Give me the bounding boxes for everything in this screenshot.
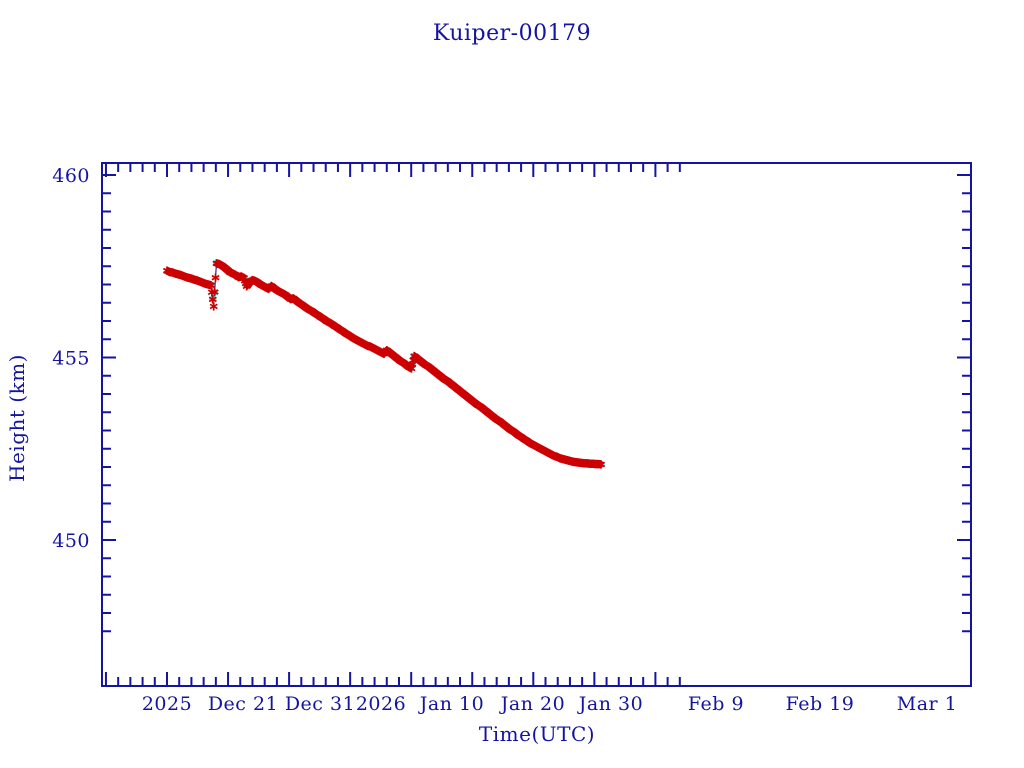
data-point-primary xyxy=(208,295,217,304)
series-primary-markers xyxy=(162,259,606,469)
x-axis-title: Time(UTC) xyxy=(479,722,595,746)
y-tick-label: 455 xyxy=(52,348,90,370)
y-tick-label: 460 xyxy=(52,165,90,187)
y-axis-title: Height (km) xyxy=(5,354,29,482)
x-tick-label: Dec 21 xyxy=(208,693,278,715)
series-polyline xyxy=(166,262,602,465)
data-point-primary xyxy=(206,281,216,290)
y-tick-label: 450 xyxy=(52,530,90,552)
x-tick-label: Jan 20 xyxy=(499,693,565,715)
x-tick-label: Feb 19 xyxy=(786,693,855,715)
data-point-primary xyxy=(210,287,219,297)
data-point-primary xyxy=(596,460,606,469)
x-tick-label: Jan 30 xyxy=(577,693,643,715)
data-point-primary xyxy=(209,302,218,311)
x-tick-label: 2026 xyxy=(356,693,406,715)
x-axis-ticks xyxy=(104,163,681,686)
series-connector-line xyxy=(166,262,602,465)
x-tick-label: Feb 9 xyxy=(688,693,744,715)
y-axis-ticks xyxy=(102,174,971,633)
x-tick-label: 2025 xyxy=(142,693,192,715)
x-tick-label: Jan 10 xyxy=(418,693,484,715)
chart-title: Kuiper-00179 xyxy=(433,21,591,46)
x-tick-label: Dec 31 xyxy=(285,693,355,715)
x-axis-tick-labels: 2025 Dec 21 Dec 31 2026 Jan 10 Jan 20 Jan 30 Fe… xyxy=(142,693,957,715)
y-axis-tick-labels: 460 455 450 xyxy=(52,165,90,552)
plot-frame xyxy=(101,162,972,687)
data-point-primary xyxy=(211,273,220,282)
x-tick-label: Mar 1 xyxy=(897,693,958,715)
